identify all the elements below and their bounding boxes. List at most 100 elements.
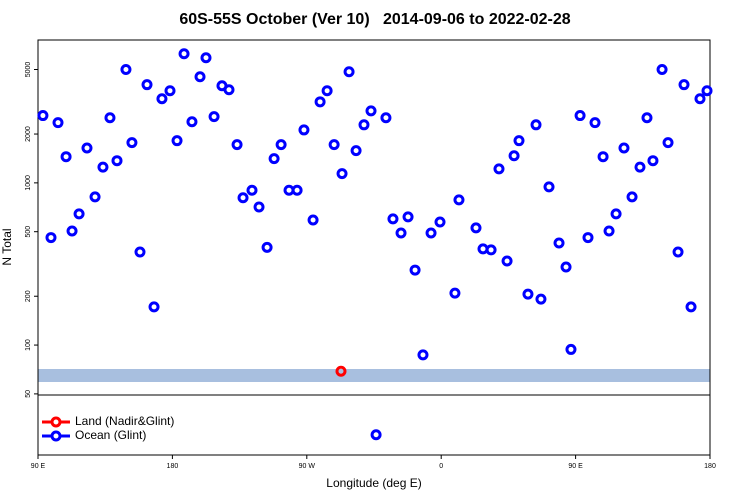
- point: [470, 222, 482, 234]
- point: [37, 110, 49, 122]
- point: [603, 225, 615, 237]
- point: [589, 117, 601, 129]
- point: [582, 232, 594, 244]
- point: [237, 192, 249, 204]
- point: [553, 237, 565, 249]
- point: [111, 155, 123, 167]
- point: [60, 151, 72, 163]
- y-tick-label: 200: [25, 290, 32, 302]
- x-tick-label: 90 W: [299, 463, 316, 470]
- point: [335, 365, 347, 377]
- point: [314, 96, 326, 108]
- point: [453, 194, 465, 206]
- point: [618, 142, 630, 154]
- point: [156, 93, 168, 105]
- point: [449, 287, 461, 299]
- point: [626, 191, 638, 203]
- point: [104, 112, 116, 124]
- point: [409, 264, 421, 276]
- point: [417, 349, 429, 361]
- y-axis-label: N Total: [0, 228, 14, 265]
- point: [365, 105, 377, 117]
- point: [307, 214, 319, 226]
- x-tick-label: 0: [439, 463, 443, 470]
- point: [493, 163, 505, 175]
- point: [358, 119, 370, 131]
- point: [574, 110, 586, 122]
- point: [148, 301, 160, 313]
- point: [662, 137, 674, 149]
- point: [268, 153, 280, 165]
- chart-title: 60S-55S October (Ver 10) 2014-09-06 to 2…: [179, 11, 570, 28]
- point: [120, 63, 132, 75]
- point: [246, 184, 258, 196]
- y-tick-label: 50: [25, 390, 32, 398]
- point: [565, 343, 577, 355]
- point: [694, 93, 706, 105]
- x-tick-label: 90 E: [31, 463, 46, 470]
- point: [641, 112, 653, 124]
- point: [73, 208, 85, 220]
- point: [560, 261, 572, 273]
- point: [336, 168, 348, 180]
- y-tick-label: 5000: [25, 62, 32, 78]
- point: [535, 293, 547, 305]
- point: [223, 84, 235, 96]
- y-tick-label: 500: [25, 226, 32, 238]
- point: [402, 211, 414, 223]
- point: [434, 216, 446, 228]
- point: [508, 150, 520, 162]
- point: [350, 145, 362, 157]
- point: [45, 232, 57, 244]
- x-tick-label: 90 E: [568, 463, 583, 470]
- point: [343, 66, 355, 78]
- point: [522, 288, 534, 300]
- point: [208, 111, 220, 123]
- legend-marker: [50, 430, 62, 442]
- y-tick-label: 1000: [25, 175, 32, 191]
- legend-label: Land (Nadir&Glint): [75, 414, 174, 428]
- point: [678, 79, 690, 91]
- point: [387, 213, 399, 225]
- legend-label: Ocean (Glint): [75, 428, 146, 442]
- point: [97, 161, 109, 173]
- point: [370, 429, 382, 441]
- point: [656, 63, 668, 75]
- x-tick-label: 180: [167, 463, 179, 470]
- point: [141, 79, 153, 91]
- point: [672, 246, 684, 258]
- legend-marker: [50, 416, 62, 428]
- point: [178, 48, 190, 60]
- point: [200, 52, 212, 64]
- point: [66, 225, 78, 237]
- point: [501, 255, 513, 267]
- point: [194, 71, 206, 83]
- point: [328, 139, 340, 151]
- point: [126, 137, 138, 149]
- point: [52, 117, 64, 129]
- y-tick-label: 2000: [25, 126, 32, 142]
- point: [186, 116, 198, 128]
- point: [253, 201, 265, 213]
- point: [291, 184, 303, 196]
- point: [530, 119, 542, 131]
- point: [89, 191, 101, 203]
- point: [275, 139, 287, 151]
- y-tick-label: 100: [25, 339, 32, 351]
- plot-frame: [37, 39, 711, 456]
- point: [231, 139, 243, 151]
- point: [298, 124, 310, 136]
- point: [634, 161, 646, 173]
- point: [321, 85, 333, 97]
- point: [597, 151, 609, 163]
- point: [261, 241, 273, 253]
- point: [701, 85, 713, 97]
- point: [485, 244, 497, 256]
- band: [38, 369, 710, 382]
- point: [647, 155, 659, 167]
- point: [164, 85, 176, 97]
- point: [610, 208, 622, 220]
- point: [685, 301, 697, 313]
- x-tick-label: 180: [704, 463, 716, 470]
